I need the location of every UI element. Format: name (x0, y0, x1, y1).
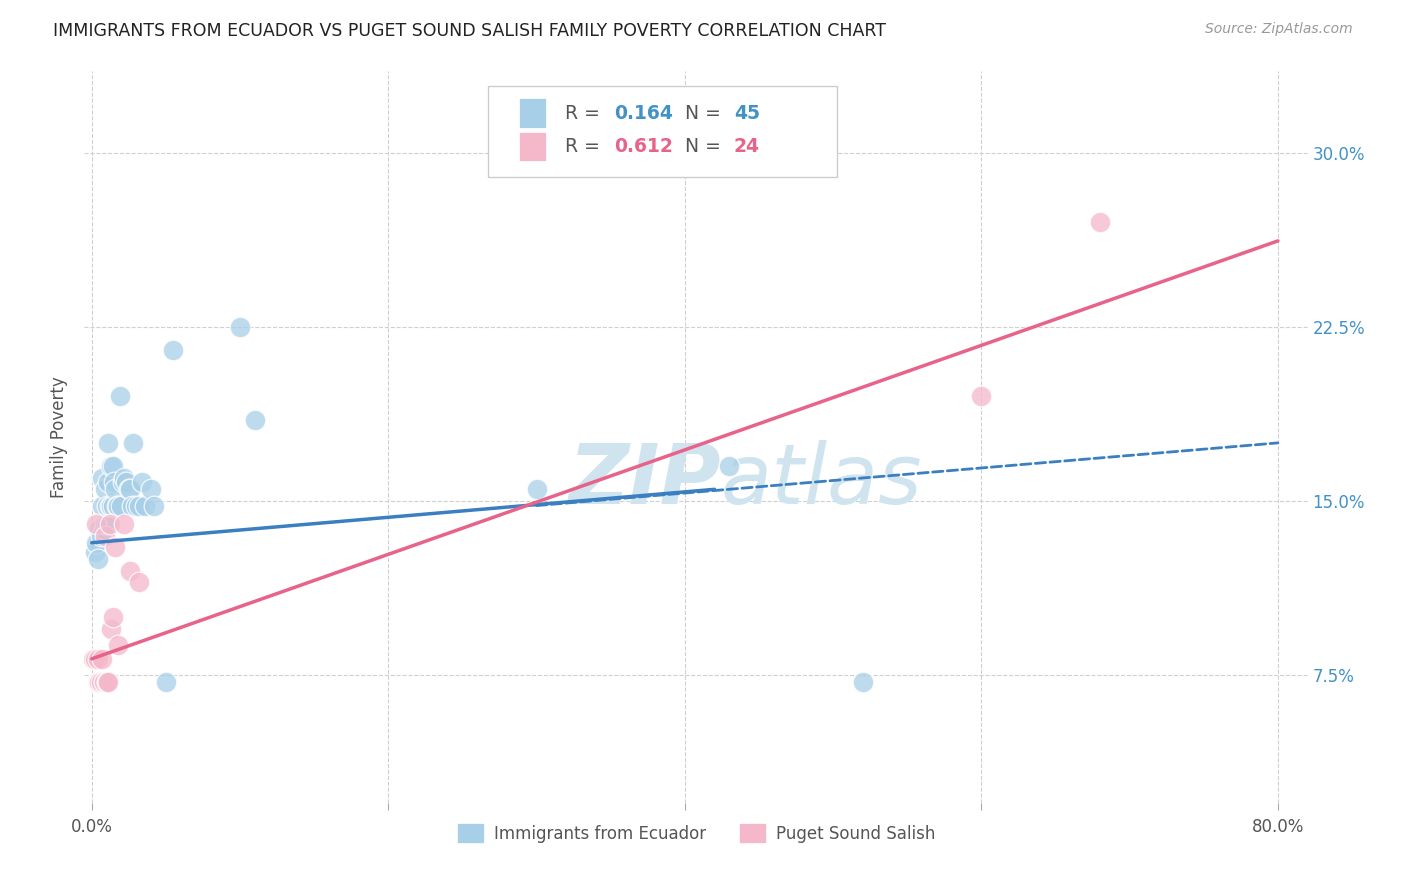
Point (93, 522, 115, 536)
Text: N =: N = (685, 103, 727, 122)
Point (104, 483, 127, 497)
Point (83, 652, 105, 666)
Point (128, 499, 150, 513)
Point (104, 541, 127, 555)
Point (89, 522, 111, 536)
Point (84, 517, 107, 532)
Point (121, 499, 143, 513)
Point (131, 475, 153, 490)
Text: N =: N = (685, 137, 727, 156)
Point (96, 675, 118, 690)
Point (229, 319, 252, 334)
Point (91, 499, 114, 513)
Point (90, 529, 112, 543)
Point (91, 471, 114, 485)
Point (94, 529, 117, 543)
Point (162, 343, 184, 357)
Point (97, 475, 120, 490)
Point (125, 499, 148, 513)
Point (101, 610, 124, 624)
Point (90, 675, 112, 690)
FancyBboxPatch shape (519, 132, 546, 161)
Point (243, 412, 266, 426)
Point (155, 675, 177, 690)
Point (105, 499, 128, 513)
Point (83, 545, 105, 559)
Point (108, 389, 131, 403)
Point (111, 475, 134, 490)
FancyBboxPatch shape (519, 98, 546, 128)
Y-axis label: Family Poverty: Family Poverty (51, 376, 69, 498)
Point (86, 652, 108, 666)
Point (86, 552, 108, 566)
Point (526, 483, 548, 497)
Point (139, 483, 162, 497)
Point (110, 499, 132, 513)
Point (101, 459, 124, 474)
Point (96, 517, 118, 532)
Point (93, 675, 115, 690)
Point (718, 459, 741, 474)
Point (122, 436, 145, 450)
Point (82, 652, 104, 666)
Point (112, 517, 135, 532)
FancyBboxPatch shape (488, 86, 837, 178)
Point (970, 389, 993, 403)
Point (101, 499, 124, 513)
Point (128, 575, 150, 590)
Point (96, 675, 118, 690)
Point (94, 483, 117, 497)
Text: 0.164: 0.164 (614, 103, 673, 122)
Point (98, 499, 121, 513)
Text: Source: ZipAtlas.com: Source: ZipAtlas.com (1205, 22, 1353, 37)
Text: 45: 45 (734, 103, 759, 122)
Point (93, 675, 115, 690)
Point (143, 499, 166, 513)
Point (100, 499, 122, 513)
Point (852, 675, 875, 690)
Legend: Immigrants from Ecuador, Puget Sound Salish: Immigrants from Ecuador, Puget Sound Sal… (450, 817, 942, 849)
Point (112, 471, 135, 485)
Point (91, 652, 114, 666)
Point (115, 475, 138, 490)
Text: 0.612: 0.612 (614, 137, 673, 156)
Point (107, 638, 129, 652)
Point (103, 475, 125, 490)
Point (1088, 215, 1111, 229)
Point (97, 675, 120, 690)
Text: atlas: atlas (720, 441, 922, 522)
Point (120, 564, 142, 578)
Point (97, 436, 120, 450)
Point (98, 517, 121, 532)
Point (96, 499, 118, 513)
Point (84, 535, 107, 549)
Text: 24: 24 (734, 137, 759, 156)
Point (134, 499, 156, 513)
Text: IMMIGRANTS FROM ECUADOR VS PUGET SOUND SALISH FAMILY POVERTY CORRELATION CHART: IMMIGRANTS FROM ECUADOR VS PUGET SOUND S… (53, 22, 886, 40)
Text: R =: R = (565, 137, 606, 156)
Point (94, 517, 117, 532)
Point (118, 483, 141, 497)
Text: R =: R = (565, 103, 606, 122)
Point (120, 483, 142, 497)
Point (86, 675, 108, 690)
Point (100, 459, 122, 474)
Text: ZIP: ZIP (568, 441, 720, 522)
Point (100, 622, 122, 636)
Point (89, 675, 111, 690)
Point (107, 499, 129, 513)
